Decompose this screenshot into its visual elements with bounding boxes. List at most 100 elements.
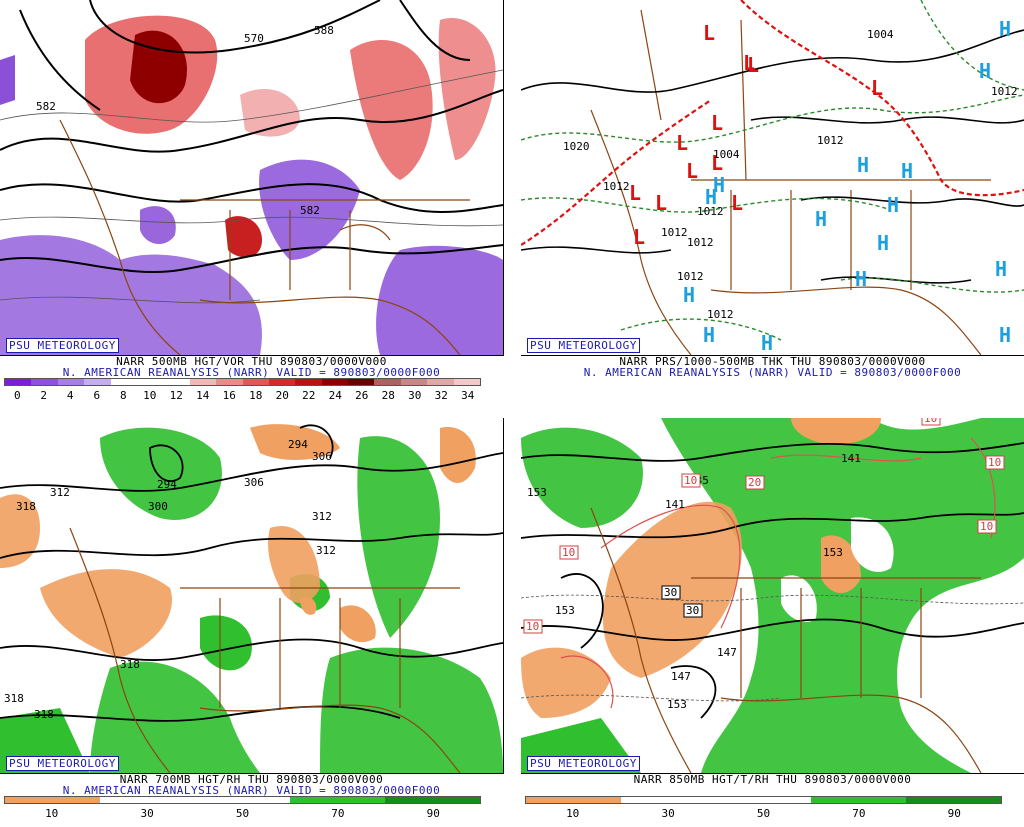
high-pressure-symbol: H <box>703 323 715 347</box>
color-bar-segment <box>621 797 716 803</box>
temperature-box <box>683 603 703 618</box>
contour-label: 1012 <box>697 205 724 218</box>
temperature-box-label: 10 <box>980 520 993 533</box>
low-pressure-symbol: L <box>747 53 759 77</box>
low-pressure-symbol: L <box>743 51 755 75</box>
high-pressure-symbol: H <box>999 17 1011 41</box>
scale-tick-label: 30 <box>661 807 675 820</box>
temperature-box <box>559 545 579 560</box>
contour-label: 1012 <box>661 226 688 239</box>
vorticity-max-area <box>225 216 262 258</box>
negative-vorticity-area <box>0 235 262 355</box>
contour-label: 153 <box>667 698 687 711</box>
contour-label: 588 <box>314 24 334 37</box>
low-pressure-symbol: L <box>711 151 723 175</box>
scale-tick-label: 26 <box>355 389 369 402</box>
temperature-box-labels: 10 20 30 30 10 10 10 10 10 <box>523 418 1005 634</box>
color-bar-segment <box>57 379 85 385</box>
contour-label: 141 <box>841 452 861 465</box>
temperature-box-label: 20 <box>748 476 761 489</box>
contour-label: 294 <box>157 478 177 491</box>
scale-tick-label: 14 <box>196 389 210 402</box>
color-bar-segment <box>110 379 137 385</box>
contour-label: 306 <box>244 476 264 489</box>
scale-tick-label: 24 <box>328 389 342 402</box>
moist-area <box>661 418 1024 773</box>
color-bar-segment <box>400 379 428 385</box>
scale-tick-label: 4 <box>66 389 74 402</box>
negative-vorticity-area <box>0 55 15 105</box>
vorticity-color-bar <box>4 378 481 386</box>
rh850-map: 153 141 135 153 147 147 153 141 153 159 … <box>521 418 1024 774</box>
high-pressure-symbol: H <box>999 323 1011 347</box>
color-bar-segment <box>31 379 58 385</box>
psu-meteorology-badge: PSU METEOROLOGY <box>527 338 640 353</box>
map-title: NARR PRS/1000-500MB THK THU 890803/0000V… <box>619 355 926 368</box>
temperature-box <box>977 519 997 534</box>
scale-tick-label: 8 <box>119 389 127 402</box>
contour-label: 312 <box>50 486 70 499</box>
high-pressure-symbol: H <box>761 331 773 355</box>
scale-tick-label: 22 <box>302 389 316 402</box>
contour-label: 294 <box>288 438 308 451</box>
low-pressure-symbol: L <box>676 131 688 155</box>
temperature-box-label: 10 <box>684 474 697 487</box>
moist-area <box>521 427 643 528</box>
psu-meteorology-badge: PSU METEOROLOGY <box>6 338 119 353</box>
scale-tick-label: 16 <box>222 389 236 402</box>
scale-tick-label: 10 <box>566 807 580 820</box>
panel-700mb-rh: 312 318 294 300 306 312 312 318 318 318 … <box>0 418 504 827</box>
panel-850mb-rh: 153 141 135 153 147 147 153 141 153 159 … <box>521 418 1024 827</box>
contour-label: 141 <box>665 498 685 511</box>
scale-tick-label: 18 <box>249 389 263 402</box>
temperature-box <box>523 619 543 634</box>
color-bar-segment <box>385 797 480 803</box>
scale-tick-label: 50 <box>235 807 250 820</box>
color-bar-segment <box>526 797 621 803</box>
color-bar-segment <box>5 797 100 803</box>
color-bar-segment <box>427 379 454 385</box>
low-pressure-symbol: L <box>731 191 743 215</box>
high-pressure-symbol: H <box>979 59 991 83</box>
contour-label: 1012 <box>603 180 630 193</box>
dry-area <box>250 424 340 460</box>
dry-area <box>40 569 172 658</box>
color-bar-segment <box>5 379 32 385</box>
color-bar-segment <box>268 379 296 385</box>
temperature-box-label: 10 <box>562 546 575 559</box>
color-bar-segment <box>163 379 190 385</box>
color-bar-segment <box>453 379 481 385</box>
low-pressure-symbol: L <box>711 111 723 135</box>
dry-area <box>0 494 40 568</box>
low-pressure-symbol: L <box>655 191 667 215</box>
color-bar-segment <box>84 379 111 385</box>
contour-label: 1012 <box>707 308 734 321</box>
low-pressure-symbol: L <box>629 181 641 205</box>
rh-color-bar <box>4 796 481 804</box>
color-bar-segment <box>716 797 811 803</box>
scale-tick-label: 34 <box>461 389 475 402</box>
scale-tick-label: 90 <box>426 807 440 820</box>
contour-label: 582 <box>36 100 56 113</box>
color-bar-segment <box>295 379 322 385</box>
scale-tick-label: 90 <box>947 807 961 820</box>
color-bar-segment <box>100 797 195 803</box>
high-pressure-symbol: H <box>713 173 725 197</box>
temperature-box <box>921 418 941 426</box>
color-bar-segment <box>811 797 906 803</box>
moist-area <box>90 661 260 773</box>
rh-scale-ticks: 10 30 50 70 90 <box>525 807 1002 820</box>
contour-label: 1012 <box>817 134 844 147</box>
scale-tick-label: 32 <box>434 389 448 402</box>
scale-tick-label: 30 <box>408 389 422 402</box>
contour-label: 147 <box>717 646 737 659</box>
low-pressure-symbol: L <box>633 225 645 249</box>
dry-area <box>300 596 317 615</box>
contour-label: 1012 <box>677 270 704 283</box>
rh-scale-ticks: 10 30 50 70 90 <box>4 807 481 820</box>
color-bar-segment <box>195 797 290 803</box>
temperature-box <box>681 473 701 488</box>
